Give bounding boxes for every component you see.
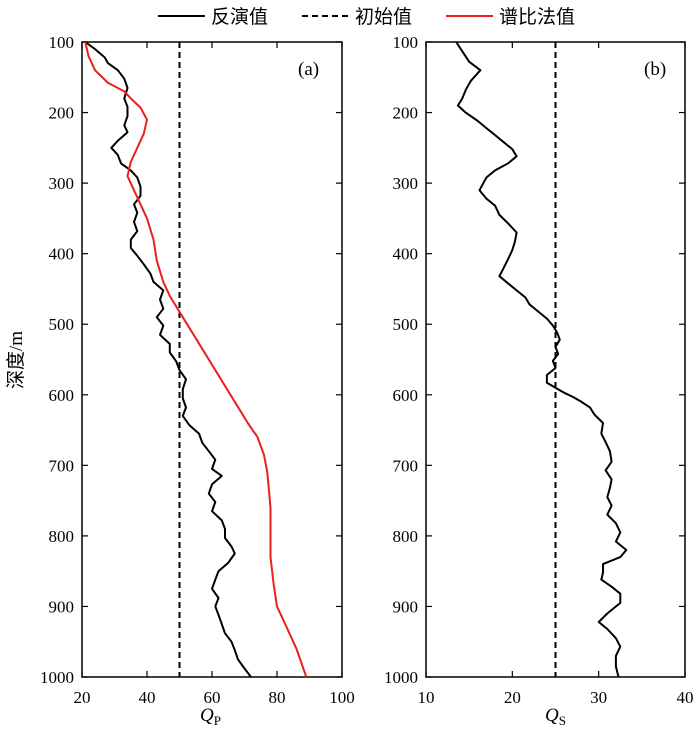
- legend: 反演值 初始值 谱比法值: [158, 6, 575, 28]
- panel-b-y-tick-label: 900: [393, 597, 419, 616]
- panel-a-y-tick-label: 600: [49, 386, 75, 405]
- panel-b-x-tick-label: 20: [504, 688, 521, 707]
- panel-b: 10 20 30 401002003004005006007008009001000 …: [384, 33, 694, 728]
- legend-spectral-label: 谱比法值: [499, 6, 575, 28]
- panel-b-x-title: QS: [545, 705, 566, 728]
- panel-b-y-tick-label: 1000: [384, 668, 418, 687]
- panel-b-y-tick-label: 200: [393, 104, 419, 123]
- panel-b-x-tick-label: 30: [590, 688, 607, 707]
- panel-b-y-tick-label: 600: [393, 386, 419, 405]
- panel-a-y-tick-label: 100: [49, 33, 75, 52]
- panel-b-marks: 10 20 30 40 100 200 300 400 500 600 700 800 900 1000: [384, 33, 694, 707]
- panel-b-y-tick-label: 800: [393, 527, 419, 546]
- panel-a-y-tick-label: 700: [49, 456, 75, 475]
- panel-a-x-tick-label: 20: [74, 688, 91, 707]
- panel-a-x-tick-label: 80: [269, 688, 286, 707]
- panel-b-y-tick-label: 300: [393, 174, 419, 193]
- panel-a-y-tick-label: 800: [49, 527, 75, 546]
- panel-b-label: (b): [644, 59, 666, 80]
- panel-a: 20 40 60 80 100 100 200 300 400 500 600 700 800 900 10…: [40, 33, 355, 728]
- panel-a-marks: 20 40 60 80 100 100 200 300 400 500 600 700 800 900 10…: [40, 33, 355, 707]
- panel-b-y-tick-label: 500: [393, 315, 419, 334]
- panel-a-y-tick-label: 300: [49, 174, 75, 193]
- panel-a-series-inversion-line: [84, 41, 252, 678]
- panel-a-x-title-sub: P: [214, 713, 221, 728]
- legend-initial-label: 初始值: [355, 6, 412, 28]
- panel-a-y-tick-label: 200: [49, 104, 75, 123]
- panel-b-series-inversion-line: [455, 41, 628, 678]
- panel-a-x-title-main: Q: [200, 705, 214, 726]
- panel-b-x-title-main: Q: [545, 705, 559, 726]
- panel-b-x-tick-label: 10: [418, 688, 435, 707]
- panel-a-x-title: QP: [200, 705, 221, 728]
- panel-b-x-title-sub: S: [559, 713, 566, 728]
- y-axis-title: 深度/m: [5, 331, 27, 389]
- panel-a-series-spectral-line: [84, 41, 308, 678]
- panel-a-label: (a): [298, 59, 319, 80]
- panel-b-x-tick-label: 40: [677, 688, 694, 707]
- panel-a-x-tick-label: 100: [329, 688, 355, 707]
- panel-b-y-tick-label: 400: [393, 245, 419, 264]
- panel-a-y-tick-label: 500: [49, 315, 75, 334]
- panel-a-y-tick-label: 1000: [40, 668, 74, 687]
- panel-a-x-tick-label: 40: [139, 688, 156, 707]
- panel-b-y-tick-label: 100: [393, 33, 419, 52]
- legend-inversion-label: 反演值: [211, 6, 268, 28]
- panel-b-y-tick-label: 700: [393, 456, 419, 475]
- panel-a-x-tick-label: 60: [204, 688, 221, 707]
- panel-a-y-tick-label: 900: [49, 597, 75, 616]
- panel-a-y-tick-label: 400: [49, 245, 75, 264]
